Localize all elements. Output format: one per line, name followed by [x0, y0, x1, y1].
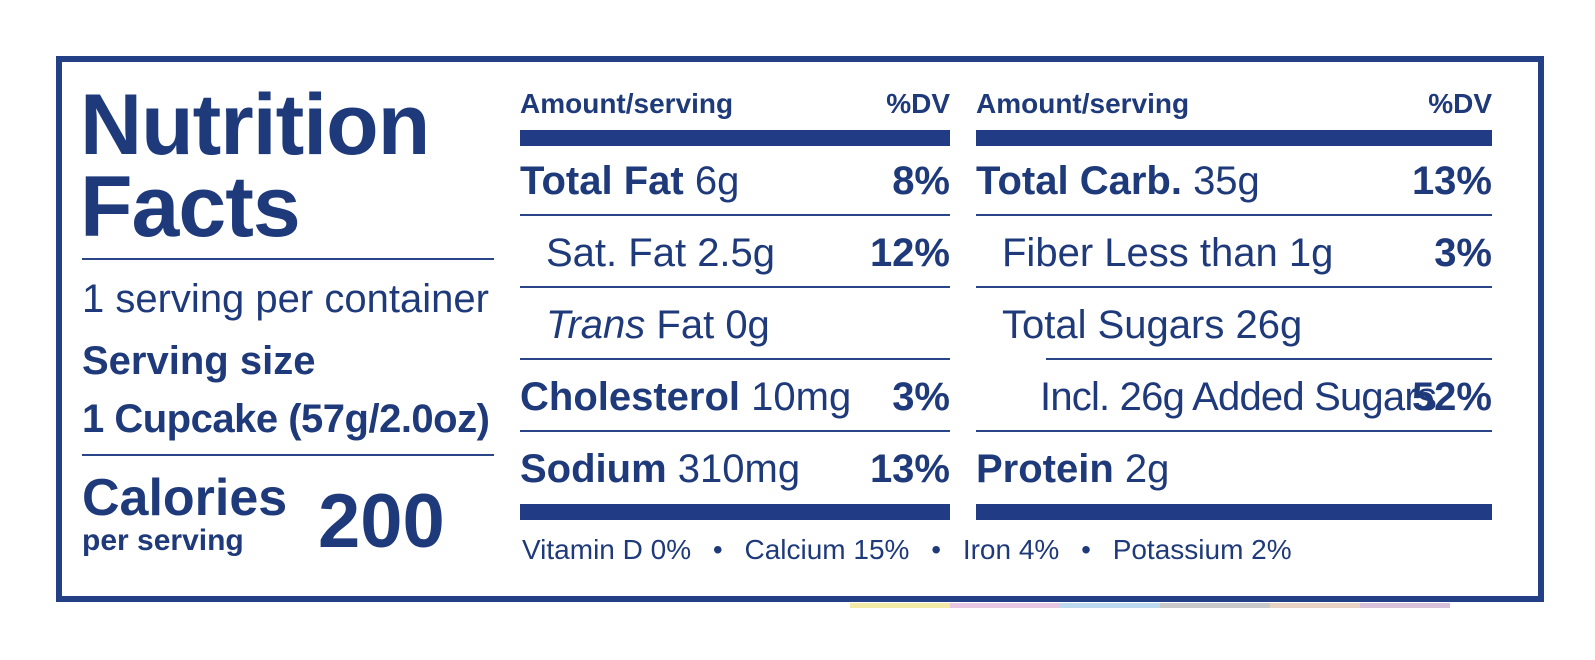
- bullet-separator: •: [712, 534, 723, 565]
- divider: [520, 358, 950, 360]
- calories-label: Calories: [82, 469, 288, 527]
- nutrient-total-fat: Total Fat 6g: [520, 159, 740, 203]
- thick-divider: [520, 504, 950, 520]
- dv-fiber: 3%: [1434, 231, 1492, 275]
- dv-total-fat: 8%: [892, 159, 950, 203]
- divider: [520, 214, 950, 216]
- dv-sat-fat: 12%: [869, 231, 950, 275]
- nutrient-sat-fat: Sat. Fat 2.5g: [546, 231, 776, 275]
- divider: [976, 430, 1492, 432]
- dv-cholesterol: 3%: [892, 375, 950, 419]
- dv-total-carb: 13%: [1411, 159, 1492, 203]
- divider: [82, 454, 494, 456]
- serving-size-value: 1 Cupcake (57g/2.0oz): [82, 397, 490, 441]
- potassium: Potassium 2%: [1112, 534, 1292, 565]
- vitamins-minerals: Vitamin D 0% • Calcium 15% • Iron 4% • P…: [522, 534, 1292, 566]
- divider: [976, 214, 1492, 216]
- nutrient-total-carb: Total Carb. 35g: [976, 159, 1260, 203]
- dv-added-sugars: 52%: [1411, 375, 1492, 419]
- thick-divider: [520, 130, 950, 146]
- servings-per-container: 1 serving per container: [82, 277, 489, 321]
- divider: [82, 258, 494, 260]
- bullet-separator: •: [931, 534, 942, 565]
- column-header-dv: %DV: [886, 88, 950, 119]
- nutrient-trans-fat: Trans Fat 0g: [546, 303, 770, 347]
- nutrition-title-line1: Nutrition: [80, 77, 430, 173]
- column-header-amount: Amount/serving: [520, 88, 734, 119]
- nutrient-sodium: Sodium 310mg: [520, 447, 801, 491]
- nutrient-total-sugars: Total Sugars 26g: [1002, 303, 1303, 347]
- serving-size-label: Serving size: [82, 339, 316, 383]
- dv-sodium: 13%: [869, 447, 950, 491]
- nutrient-added-sugars: Incl. 26g Added Sugars: [1040, 375, 1437, 419]
- calories-value: 200: [318, 479, 445, 564]
- bullet-separator: •: [1081, 534, 1091, 565]
- calories-per-serving: per serving: [82, 524, 244, 557]
- iron: Iron 4%: [962, 534, 1060, 565]
- divider: [976, 286, 1492, 288]
- divider: [520, 430, 950, 432]
- divider: [520, 286, 950, 288]
- nutrient-cholesterol: Cholesterol 10mg: [520, 375, 852, 419]
- calcium: Calcium 15%: [744, 534, 910, 565]
- nutrient-protein: Protein 2g: [976, 447, 1170, 491]
- thick-divider: [976, 504, 1492, 520]
- thick-divider: [976, 130, 1492, 146]
- nutrition-facts-label: Nutrition Facts 1 serving per container …: [56, 56, 1544, 602]
- vitamin-d: Vitamin D 0%: [522, 534, 692, 565]
- divider: [1046, 358, 1492, 360]
- column-header-dv: %DV: [1428, 88, 1492, 119]
- nutrition-title-line2: Facts: [80, 159, 301, 255]
- column-header-amount: Amount/serving: [976, 88, 1190, 119]
- nutrient-fiber: Fiber Less than 1g: [1002, 231, 1334, 275]
